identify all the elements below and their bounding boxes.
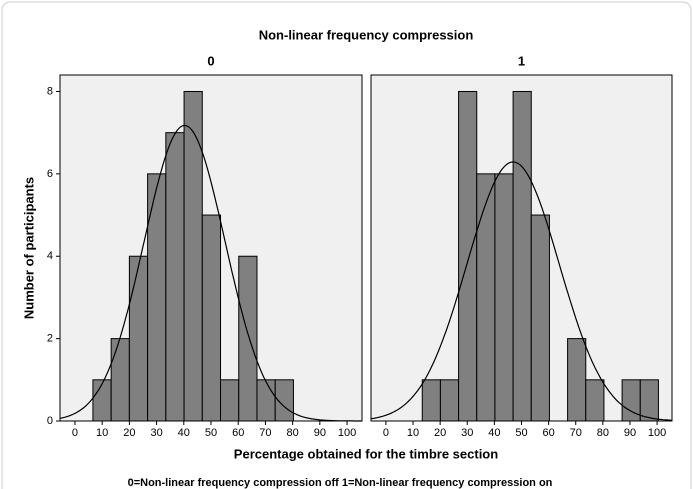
bar (458, 90, 478, 422)
bar (220, 379, 240, 422)
chart-title: Non-linear frequency compression (259, 27, 474, 42)
bar (110, 338, 130, 422)
bar (421, 379, 441, 422)
x-tick-label: 60 (542, 427, 554, 439)
x-tick-label: 40 (178, 427, 190, 439)
y-tick-label: 4 (47, 250, 53, 262)
x-tick-label: 20 (123, 427, 135, 439)
bar (585, 379, 605, 422)
x-axis-label: Percentage obtained for the timbre secti… (234, 446, 498, 461)
x-tick-label: 50 (515, 427, 527, 439)
bar (238, 255, 258, 422)
x-tick-label: 10 (407, 427, 419, 439)
bar (256, 379, 276, 422)
bar (476, 173, 496, 422)
y-axis-label: Number of participants (21, 177, 36, 319)
bar (147, 173, 167, 422)
x-tick-label: 100 (648, 427, 666, 439)
y-tick-label: 0 (47, 415, 53, 427)
x-tick-label: 50 (205, 427, 217, 439)
bar (439, 379, 460, 422)
bar (183, 90, 203, 422)
bar (92, 379, 112, 422)
y-tick-label: 2 (47, 333, 53, 345)
x-tick-label: 0 (383, 427, 389, 439)
bar (530, 214, 550, 422)
x-tick-label: 0 (72, 427, 78, 439)
bar (494, 173, 514, 422)
y-tick-label: 8 (47, 85, 53, 97)
x-tick-label: 80 (286, 427, 298, 439)
panel-label: 0 (207, 53, 214, 68)
panel-label: 1 (518, 53, 525, 68)
x-tick-label: 30 (461, 427, 473, 439)
normal-curve (370, 161, 673, 421)
bar (128, 255, 149, 422)
bar (639, 379, 659, 422)
bar (165, 132, 185, 422)
x-tick-label: 40 (488, 427, 500, 439)
note: 0=Non-linear frequency compression off 1… (128, 477, 553, 489)
bar (567, 338, 587, 422)
x-tick-label: 100 (338, 427, 356, 439)
x-tick-label: 20 (434, 427, 446, 439)
x-tick-label: 90 (624, 427, 636, 439)
x-tick-label: 60 (232, 427, 244, 439)
x-tick-label: 70 (259, 427, 271, 439)
x-tick-label: 30 (150, 427, 162, 439)
bar (512, 90, 532, 422)
x-tick-label: 70 (570, 427, 582, 439)
normal-curve (59, 124, 362, 422)
x-tick-label: 90 (314, 427, 326, 439)
x-tick-label: 10 (96, 427, 108, 439)
bar (201, 214, 222, 422)
y-tick-label: 6 (47, 168, 53, 180)
x-tick-label: 80 (597, 427, 609, 439)
